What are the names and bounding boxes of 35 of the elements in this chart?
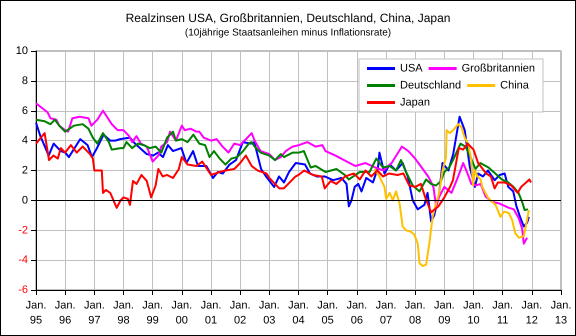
x-tick-label: Jan. 95 — [26, 300, 46, 326]
x-tick-label: Jan. 02 — [230, 300, 251, 326]
chart-subtitle: (10jährige Staatsanleihen minus Inflationsrate) — [184, 28, 392, 38]
x-tick-label: Jan. 08 — [404, 300, 426, 326]
legend-label: China — [500, 80, 530, 92]
x-tick-label: Jan. 07 — [376, 300, 396, 326]
x-tick-label: Jan. 09 — [434, 300, 455, 326]
y-tick-label: 2 — [22, 164, 28, 176]
x-tick-label: Jan. 04 — [288, 300, 309, 326]
legend-label: Japan — [400, 96, 430, 108]
x-tick-label: Jan. 13 — [550, 300, 572, 326]
legend-label: USA — [400, 62, 424, 74]
x-tick-label: Jan. 03 — [258, 300, 280, 326]
x-tick-label: Jan. 06 — [346, 300, 368, 326]
x-tick-label: Jan. 01 — [200, 300, 222, 326]
y-tick-label: 6 — [22, 104, 28, 117]
x-tick-label: Jan. 11 — [492, 300, 514, 326]
x-tick-label: Jan. 97 — [84, 300, 105, 326]
chart-title: Realzinsen USA, Großbritannien, Deutschland, China, Japan — [126, 11, 450, 25]
y-tick-label: -4 — [18, 254, 28, 266]
y-tick-label: 0 — [22, 194, 28, 206]
x-tick-label: Jan. 05 — [317, 300, 338, 326]
y-tick-label: 10 — [16, 45, 28, 57]
x-tick-label: Jan. 10 — [463, 300, 484, 326]
x-tick-label: Jan. 98 — [113, 300, 134, 326]
x-tick-label: Jan. 00 — [171, 300, 192, 326]
y-tick-label: 8 — [22, 74, 28, 87]
y-tick-label: -6 — [18, 284, 28, 296]
y-tick-label: 4 — [22, 134, 28, 147]
x-tick-label: Jan. 12 — [521, 300, 542, 326]
legend-label: Deutschland — [400, 80, 462, 92]
x-tick-label: Jan. 99 — [142, 300, 164, 326]
legend-label: Großbritannien — [462, 62, 536, 74]
x-tick-label: Jan. 96 — [54, 300, 76, 326]
y-tick-label: -2 — [18, 224, 28, 236]
